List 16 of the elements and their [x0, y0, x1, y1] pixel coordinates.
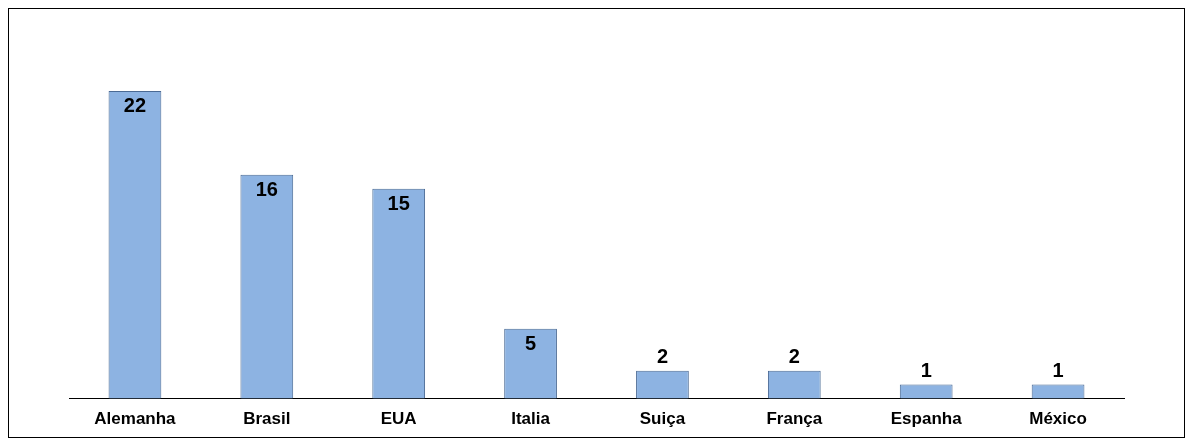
data-label: 15 [387, 192, 410, 215]
data-label: 2 [656, 345, 668, 368]
x-tick-label: México [1029, 409, 1087, 429]
data-label: 22 [123, 94, 147, 117]
x-tick-label: Italia [511, 409, 551, 429]
data-label: 2 [788, 345, 800, 368]
x-tick-label: Espanha [890, 409, 963, 429]
x-tick-label: Alemanha [94, 409, 177, 429]
x-tick-label: França [766, 409, 823, 429]
data-label: 16 [255, 178, 278, 201]
x-tick-label: Brasil [243, 409, 291, 429]
data-label: 5 [525, 332, 537, 355]
data-label: 1 [1052, 359, 1064, 382]
x-tick-label: EUA [380, 409, 417, 429]
x-tick-label: Suiça [639, 409, 686, 429]
data-label: 1 [920, 359, 932, 382]
